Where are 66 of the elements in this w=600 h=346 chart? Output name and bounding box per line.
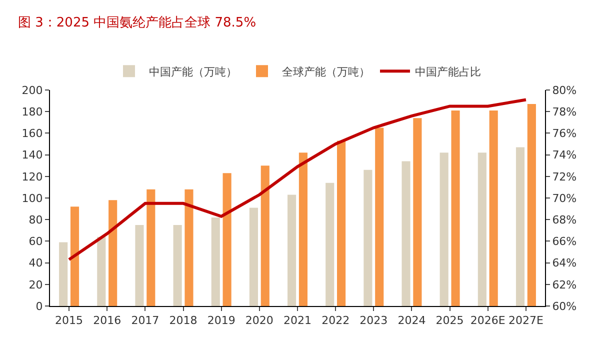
- bar: [451, 110, 460, 306]
- bar: [135, 225, 144, 306]
- bar: [402, 161, 410, 306]
- bar: [489, 110, 498, 306]
- x-tick-label: 2018: [169, 314, 198, 328]
- bar: [298, 152, 308, 306]
- bar: [184, 189, 194, 306]
- bar: [516, 147, 525, 306]
- y2-tick-label: 62%: [552, 278, 577, 292]
- bar: [146, 189, 156, 306]
- x-tick-label: 2027E: [508, 314, 544, 328]
- y2-tick-label: 70%: [552, 192, 577, 205]
- bar: [527, 104, 536, 306]
- bar: [337, 140, 346, 306]
- y2-tick-label: 78%: [552, 105, 577, 118]
- y2-tick-label: 74%: [552, 148, 577, 162]
- y-tick-label: 40: [28, 256, 43, 270]
- y2-tick-label: 80%: [552, 84, 577, 97]
- legend-label: 全球产能（万吨）: [282, 65, 370, 78]
- x-tick-label: 2023: [360, 314, 388, 328]
- bar: [413, 118, 422, 306]
- x-tick-label: 2024: [398, 314, 426, 328]
- bar: [440, 152, 448, 306]
- bar: [211, 217, 220, 306]
- y-tick-label: 0: [36, 300, 43, 313]
- bar: [249, 208, 258, 306]
- bar: [97, 236, 106, 306]
- bar: [375, 128, 384, 306]
- x-tick-label: 2020: [245, 314, 274, 328]
- y-tick-label: 20: [28, 278, 43, 292]
- bar: [222, 173, 232, 306]
- line-series: [68, 98, 528, 262]
- legend-label: 中国产能占比: [415, 65, 481, 78]
- y-tick-label: 120: [22, 170, 43, 184]
- y-tick-label: 80: [28, 213, 43, 226]
- x-tick-label: 2022: [322, 314, 350, 328]
- y-tick-label: 160: [22, 127, 43, 140]
- x-tick-label: 2019: [207, 314, 236, 328]
- x-tick-label: 2021: [284, 314, 312, 328]
- y2-tick-label: 68%: [552, 213, 577, 226]
- bar: [288, 194, 296, 306]
- y2-tick-label: 64%: [552, 256, 577, 270]
- x-tick-label: 2016: [93, 314, 122, 328]
- y-tick-label: 140: [22, 148, 43, 162]
- bar: [70, 206, 80, 306]
- bar: [326, 182, 334, 306]
- x-tick-label: 2017: [131, 314, 160, 328]
- y2-tick-label: 72%: [552, 170, 577, 184]
- bar: [108, 200, 118, 306]
- y2-tick-label: 76%: [552, 127, 577, 140]
- bar: [260, 166, 270, 306]
- y-tick-label: 180: [22, 105, 43, 118]
- x-tick-label: 2025: [436, 314, 464, 328]
- y-tick-label: 200: [22, 84, 43, 97]
- x-tick-label: 2015: [55, 314, 84, 328]
- x-tick-label: 2026E: [470, 314, 506, 328]
- y2-tick-label: 60%: [552, 300, 577, 313]
- legend-label: 中国产能（万吨）: [149, 65, 237, 78]
- y2-tick-label: 66%: [552, 235, 577, 248]
- y-tick-label: 60: [28, 235, 43, 248]
- y-tick-label: 100: [22, 192, 43, 205]
- bar: [173, 225, 182, 306]
- bar: [478, 152, 486, 306]
- bar: [364, 170, 372, 306]
- bar: [59, 242, 68, 306]
- chart-title: 图 3：2025 中国氨纶产能占全球 78.5%: [18, 15, 256, 30]
